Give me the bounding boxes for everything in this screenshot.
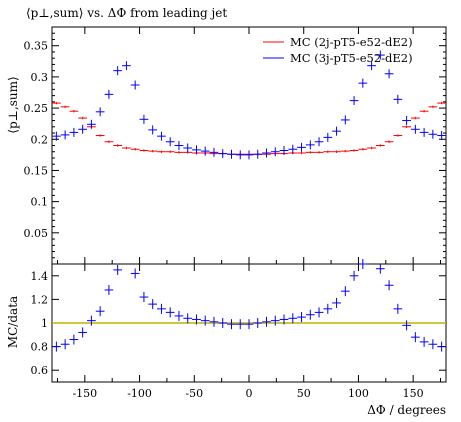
ratio-y-tick-label: 1.4	[31, 270, 49, 283]
legend-label-3j: MC (3j-pT5-e52-dE2)	[290, 51, 413, 65]
x-tick-label: 50	[297, 387, 311, 400]
ratio-y-axis-label: MC/data	[6, 296, 20, 348]
ratio-series	[52, 259, 446, 352]
x-tick-label: 100	[348, 387, 369, 400]
main-y-tick-label: 0.05	[24, 227, 49, 240]
legend: MC (2j-pT5-e52-dE2) MC (3j-pT5-e52-dE2)	[263, 35, 413, 65]
x-tick-label: 0	[246, 387, 253, 400]
main-y-ticks: 0.05 0.1 0.15 0.2 0.25 0.3 0.35	[24, 32, 446, 259]
main-plot: 0.05 0.1 0.15 0.2 0.25 0.3 0.35 ⟨p⊥,sum⟩	[6, 26, 447, 265]
ratio-x-ticks: -150 -100 -50 0 50 100 150	[56, 264, 442, 400]
x-tick-label: -150	[72, 387, 97, 400]
legend-label-2j: MC (2j-pT5-e52-dE2)	[290, 35, 413, 49]
series-3j	[52, 50, 446, 160]
main-y-tick-label: 0.1	[31, 196, 49, 209]
main-y-axis-label: ⟨p⊥,sum⟩	[6, 76, 20, 133]
x-axis-label: ΔΦ / degrees	[367, 403, 446, 417]
ratio-y-ticks: 0.6 0.8 1 1.2 1.4	[31, 270, 446, 377]
main-y-tick-label: 0.25	[24, 102, 49, 115]
series-2j	[52, 101, 446, 156]
x-tick-label: 150	[403, 387, 424, 400]
main-y-tick-label: 0.3	[31, 71, 49, 84]
x-tick-label: -100	[127, 387, 152, 400]
x-tick-label: -50	[185, 387, 203, 400]
main-x-ticks	[56, 27, 442, 264]
main-y-tick-label: 0.15	[24, 164, 49, 177]
main-series	[52, 50, 446, 160]
ratio-y-tick-label: 1	[41, 317, 48, 330]
ratio-plot: -150 -100 -50 0 50 100 150 0.6 0.8 1 1.2 1.4 MC/da…	[6, 259, 447, 400]
ratio-y-tick-label: 0.6	[31, 364, 49, 377]
main-y-tick-label: 0.35	[24, 40, 49, 53]
main-y-tick-label: 0.2	[31, 133, 49, 146]
chart-title: ⟨p⊥,sum⟩ vs. ΔΦ from leading jet	[26, 6, 227, 20]
ratio-y-tick-label: 0.8	[31, 341, 49, 354]
ratio-y-tick-label: 1.2	[31, 293, 49, 306]
